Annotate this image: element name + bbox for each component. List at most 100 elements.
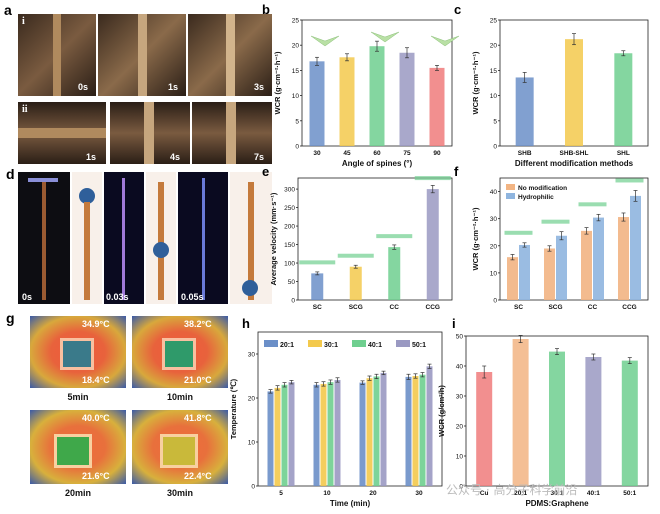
spine-glyph <box>430 35 460 47</box>
legend-label: 20:1 <box>280 342 294 349</box>
photo-a-ii-2 <box>110 102 190 164</box>
legend-swatch <box>396 340 410 347</box>
flow-icon <box>414 176 451 181</box>
x-tick-label: 60 <box>373 150 381 157</box>
panel-label-d: d <box>6 166 15 182</box>
y-tick-label: 10 <box>490 93 498 100</box>
time-d-2: 0.03s <box>106 292 129 302</box>
x-tick-label: 30:1 <box>550 490 563 497</box>
x-tick-label: 90 <box>433 150 441 157</box>
bar <box>369 46 385 146</box>
bar <box>621 360 638 486</box>
photo-d-1 <box>18 172 70 304</box>
y-axis-label: WCR (g·cm⁻²·h⁻¹) <box>273 51 282 114</box>
y-tick-label: 40 <box>490 189 498 196</box>
flow-icon <box>337 253 374 258</box>
thermal-image-2: 38.2°C 21.0°C <box>132 316 228 388</box>
y-tick-label: 0 <box>251 484 255 491</box>
bar-20:1 <box>359 382 366 486</box>
x-tick-label: SC <box>313 304 322 311</box>
thermal-image-3: 40.0°C 21.6°C <box>30 410 126 484</box>
y-tick-label: 0 <box>493 298 497 305</box>
y-axis-label: Average velocity (mm·s⁻¹) <box>269 192 278 285</box>
flow-icon <box>376 234 413 239</box>
x-tick-label: 20 <box>369 490 377 497</box>
panel-label-c: c <box>454 2 461 17</box>
y-axis-label: WCR (g/cm²/h) <box>437 385 446 437</box>
time-a-i-1: 0s <box>78 82 89 92</box>
bar <box>388 247 401 300</box>
bar <box>476 372 493 486</box>
flow-icon <box>578 202 607 207</box>
bar <box>549 351 565 486</box>
bar-40:1 <box>419 374 426 486</box>
y-tick-label: 0 <box>291 298 295 305</box>
bar-50:1 <box>380 372 387 486</box>
x-tick-label: SCG <box>349 304 363 311</box>
bar <box>429 67 445 146</box>
y-tick-label: 50 <box>288 279 296 286</box>
bar <box>309 61 325 146</box>
legend-label: Hydrophilic <box>518 194 554 201</box>
photo-a-i-1 <box>18 14 96 96</box>
y-tick-label: 300 <box>284 187 295 194</box>
photo-a-ii-3 <box>192 102 272 164</box>
y-axis-label: WCR (g·cm⁻²·h⁻¹) <box>471 51 480 114</box>
time-a-ii-1: 1s <box>86 152 97 162</box>
y-tick-label: 20 <box>490 43 498 50</box>
spine-glyph <box>310 35 340 47</box>
x-tick-label: CCG <box>622 304 636 311</box>
bar <box>512 339 529 486</box>
watermark: 公众号 · 高分子科学前沿 <box>446 483 578 497</box>
y-tick-label: 20 <box>490 243 498 250</box>
thermal-max-2: 38.2°C <box>184 319 212 329</box>
bar-20:1 <box>313 384 320 486</box>
panel-label-i: i <box>452 316 456 331</box>
flow-icon <box>615 178 644 183</box>
legend-label: No modification <box>518 185 567 192</box>
bar-40:1 <box>373 376 380 486</box>
bar-30:1 <box>274 387 281 486</box>
spine-glyph <box>370 31 400 43</box>
legend-label: 30:1 <box>324 342 338 349</box>
x-tick-label: CC <box>588 304 598 311</box>
photo-d-2 <box>104 172 144 304</box>
y-tick-label: 5 <box>295 118 299 125</box>
legend-swatch <box>506 193 515 199</box>
bar <box>339 57 355 146</box>
time-d-3: 0.05s <box>181 292 204 302</box>
x-axis-label: Angle of spines (°) <box>342 159 413 168</box>
thermal-min-3: 21.6°C <box>82 471 110 481</box>
x-axis-label: Time (min) <box>330 499 371 508</box>
flow-icon <box>541 219 570 224</box>
panel-label-g: g <box>6 310 15 326</box>
y-axis-label: WCR (g·cm⁻²·h⁻¹) <box>471 207 480 270</box>
time-a-i-3: 3s <box>254 82 265 92</box>
chart-e: 0 50 100 150 200 250 300 Average velocity (mm·s… <box>262 164 453 311</box>
panel-label-a: a <box>4 2 12 18</box>
thermal-max-1: 34.9°C <box>82 319 110 329</box>
y-tick-label: 10 <box>456 454 464 461</box>
bar-No modification <box>618 217 629 300</box>
x-axis-label: PDMS:Graphene <box>525 499 589 508</box>
bar-Hydrophilic <box>593 217 604 300</box>
chart-b: 0 5 10 15 20 25 WCR (g·cm⁻²·h⁻¹) Angle of spine… <box>262 2 460 168</box>
photo-d-3 <box>178 172 228 304</box>
photo-a-i-3 <box>188 14 272 96</box>
time-d-1: 0s <box>22 292 33 302</box>
bar <box>585 357 602 486</box>
bar-Hydrophilic <box>630 195 641 300</box>
y-axis-label: Temperature (℃) <box>229 378 238 439</box>
bar-Hydrophilic <box>519 244 530 300</box>
x-tick-label: 20:1 <box>514 490 527 497</box>
y-tick-label: 5 <box>493 118 497 125</box>
time-a-ii-2: 4s <box>170 152 181 162</box>
y-tick-label: 0 <box>295 144 299 151</box>
x-tick-label: Cu <box>480 490 489 497</box>
panel-label-f: f <box>454 164 459 179</box>
thermal-max-3: 40.0°C <box>82 413 110 423</box>
y-tick-label: 0 <box>493 144 497 151</box>
x-tick-label: 75 <box>403 150 411 157</box>
thermal-min-2: 21.0°C <box>184 375 212 385</box>
